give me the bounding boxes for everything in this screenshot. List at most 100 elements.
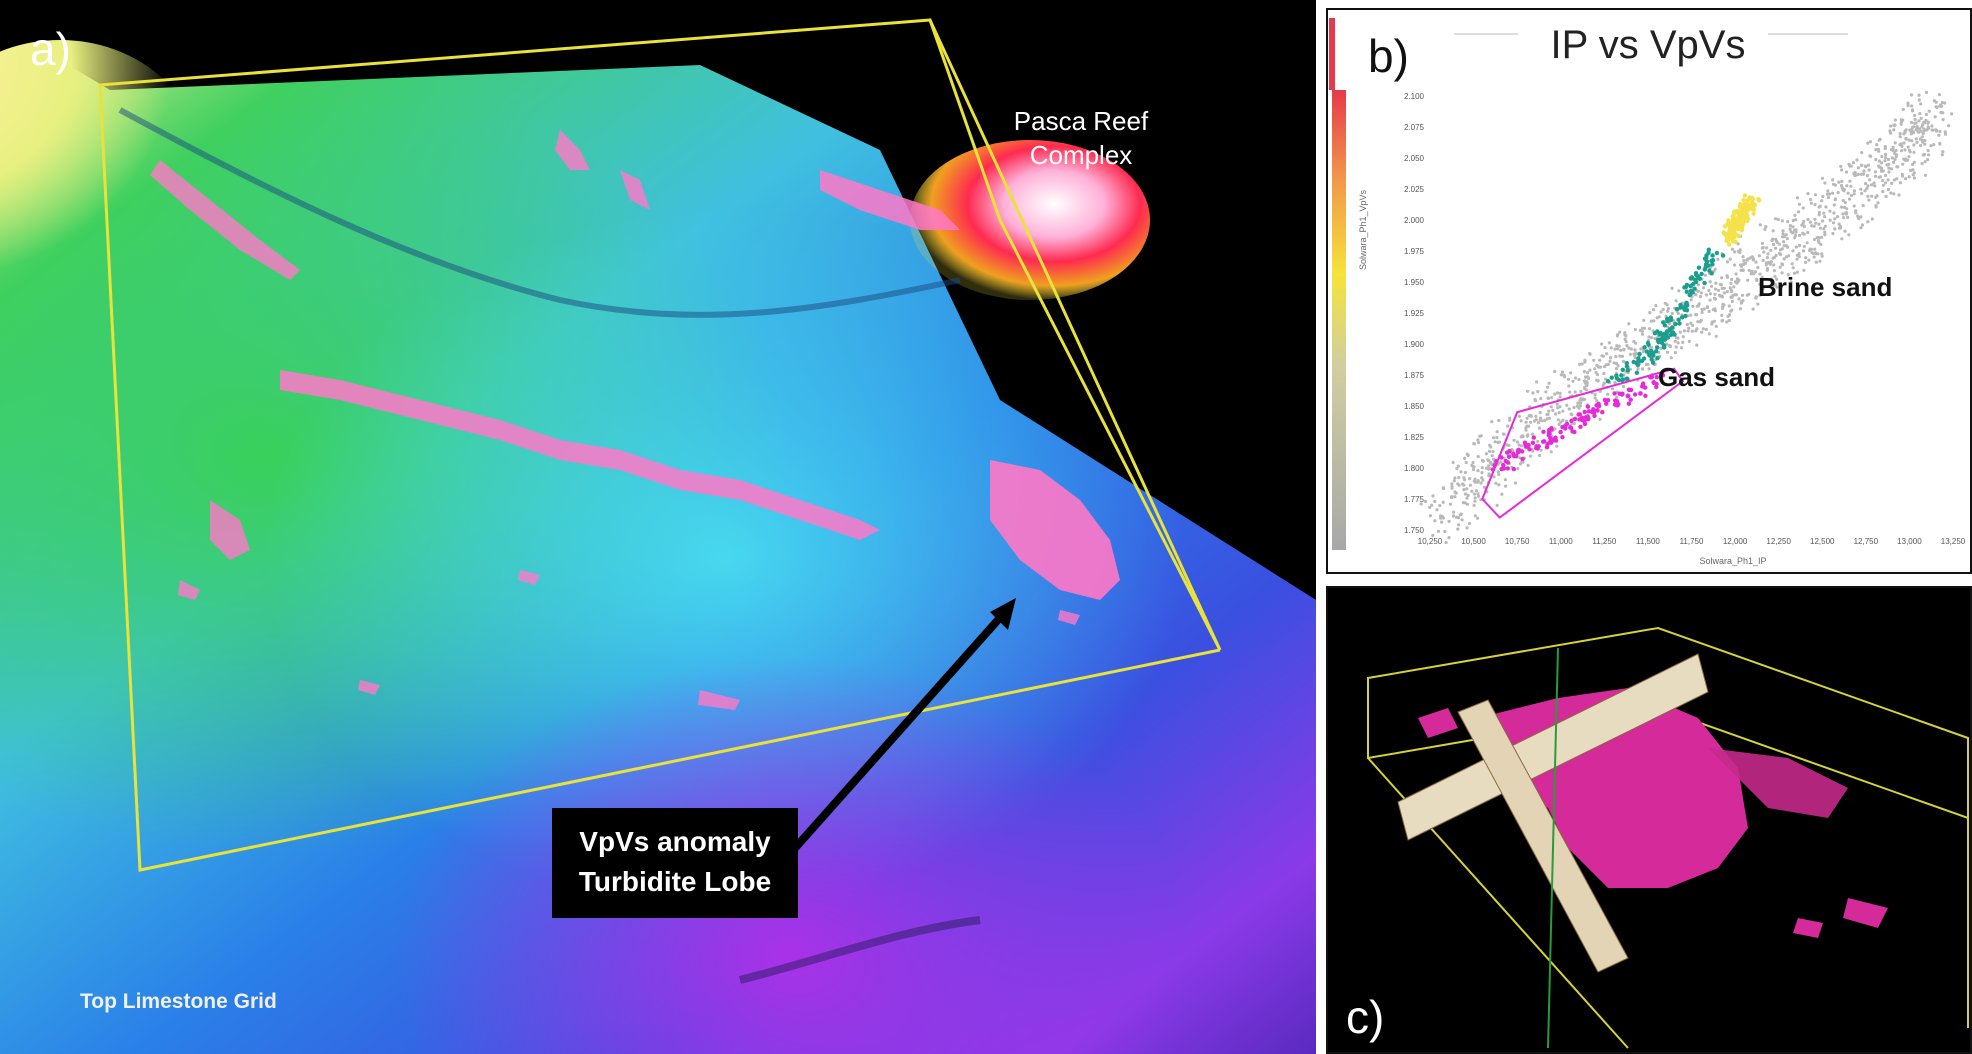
scatter-point	[1582, 421, 1588, 427]
panel-c-letter: c)	[1346, 991, 1385, 1043]
scatter-point	[1450, 482, 1454, 486]
scatter-point	[1772, 269, 1776, 273]
scatter-point	[1633, 348, 1637, 352]
scatter-point	[1492, 475, 1496, 479]
scatter-point	[1892, 192, 1896, 196]
scatter-point	[1459, 470, 1463, 474]
scatter-point	[1464, 460, 1468, 465]
scatter-point	[1454, 491, 1458, 495]
scatter-point	[1538, 418, 1542, 422]
y-tick-label: 1.900	[1404, 340, 1425, 349]
scatter-point	[1877, 175, 1881, 179]
scatter-point	[1806, 192, 1810, 196]
scatter-point	[1762, 250, 1766, 254]
scatter-point	[1598, 358, 1602, 362]
scatter-point	[1582, 370, 1586, 374]
scatter-point	[1911, 168, 1915, 172]
scatter-point	[1641, 350, 1645, 354]
scatter-point	[1916, 130, 1920, 134]
scatter-series-1	[1605, 247, 1726, 384]
scatter-point	[1517, 414, 1521, 418]
scatter-point	[1441, 486, 1445, 490]
scatter-point	[1536, 421, 1541, 425]
scatter-point	[1731, 215, 1736, 220]
scatter-point	[1719, 283, 1723, 287]
scatter-point	[1473, 499, 1477, 503]
scatter-point	[1639, 358, 1645, 364]
scatter-point	[1912, 150, 1916, 154]
scatter-point	[1848, 179, 1852, 183]
scatter-point	[1657, 315, 1661, 319]
scatter-point	[1620, 367, 1625, 372]
scatter-point	[1714, 250, 1720, 256]
scatter-point	[1648, 311, 1652, 315]
scatter-point	[1824, 205, 1828, 209]
scatter-point	[1652, 319, 1656, 323]
scatter-point	[1873, 174, 1878, 178]
scatter-point	[1649, 357, 1654, 362]
scatter-point	[1919, 129, 1923, 133]
scatter-point	[1698, 320, 1702, 324]
scatter-point	[1746, 278, 1750, 282]
scatter-point	[1507, 448, 1512, 454]
scatter-point	[1576, 401, 1580, 405]
scatter-point	[1795, 196, 1800, 200]
scatter-point	[1681, 340, 1685, 344]
scatter-point	[1798, 233, 1802, 238]
scatter-point	[1881, 183, 1886, 187]
scatter-point	[1730, 222, 1735, 228]
scatter-point	[1856, 172, 1860, 177]
scatter-point	[1435, 508, 1439, 512]
scatter-point	[1534, 414, 1538, 418]
scatter-point	[1939, 110, 1943, 115]
scatter-point	[1898, 135, 1902, 139]
scatter-point	[1804, 256, 1808, 260]
scatter-point	[1428, 505, 1432, 509]
scatter-point	[1925, 128, 1929, 132]
scatter-point	[1874, 148, 1878, 152]
scatter-point	[1831, 182, 1836, 186]
scatter-point	[1480, 471, 1484, 475]
scatter-point	[1468, 483, 1472, 487]
scatter-point	[1802, 268, 1806, 272]
scatter-point	[1561, 409, 1565, 413]
scatter-point	[1807, 258, 1811, 262]
scatter-point	[1935, 105, 1939, 109]
scatter-point	[1877, 164, 1881, 168]
scatter-point	[1859, 163, 1863, 167]
scatter-point	[1797, 243, 1802, 248]
scatter-point	[1828, 218, 1832, 222]
y-tick-label: 1.875	[1404, 371, 1425, 380]
scatter-point	[1854, 209, 1858, 213]
scatter-point	[1756, 266, 1760, 270]
scatter-point	[1820, 235, 1824, 239]
scatter-point	[1737, 203, 1743, 208]
scatter-point	[1927, 153, 1931, 157]
scatter-point	[1463, 470, 1467, 475]
scatter-point	[1428, 514, 1432, 518]
scatter-point	[1504, 484, 1508, 488]
scatter-point	[1875, 194, 1879, 198]
scatter-point	[1745, 293, 1749, 297]
scatter-point	[1583, 360, 1587, 364]
scatter-point	[1638, 391, 1643, 396]
scatter-point	[1775, 285, 1779, 289]
scatter-point	[1513, 481, 1517, 485]
scatter-point	[1919, 144, 1923, 148]
scatter-point	[1559, 420, 1563, 424]
scatter-point	[1841, 212, 1845, 216]
scatter-point	[1808, 248, 1812, 253]
scatter-point	[1626, 387, 1632, 392]
scatter-point	[1490, 454, 1494, 458]
scatter-point	[1444, 540, 1448, 545]
scatter-point	[1922, 129, 1926, 133]
anomaly-speckles	[150, 130, 1120, 710]
scatter-point	[1855, 158, 1859, 162]
x-tick-label: 11,500	[1636, 537, 1660, 546]
scatter-point	[1817, 213, 1821, 217]
scatter-point	[1572, 416, 1578, 422]
scatter-point	[1696, 275, 1701, 281]
scatter-point	[1614, 399, 1620, 404]
scatter-point	[1699, 291, 1704, 295]
scatter-point	[1892, 178, 1896, 182]
